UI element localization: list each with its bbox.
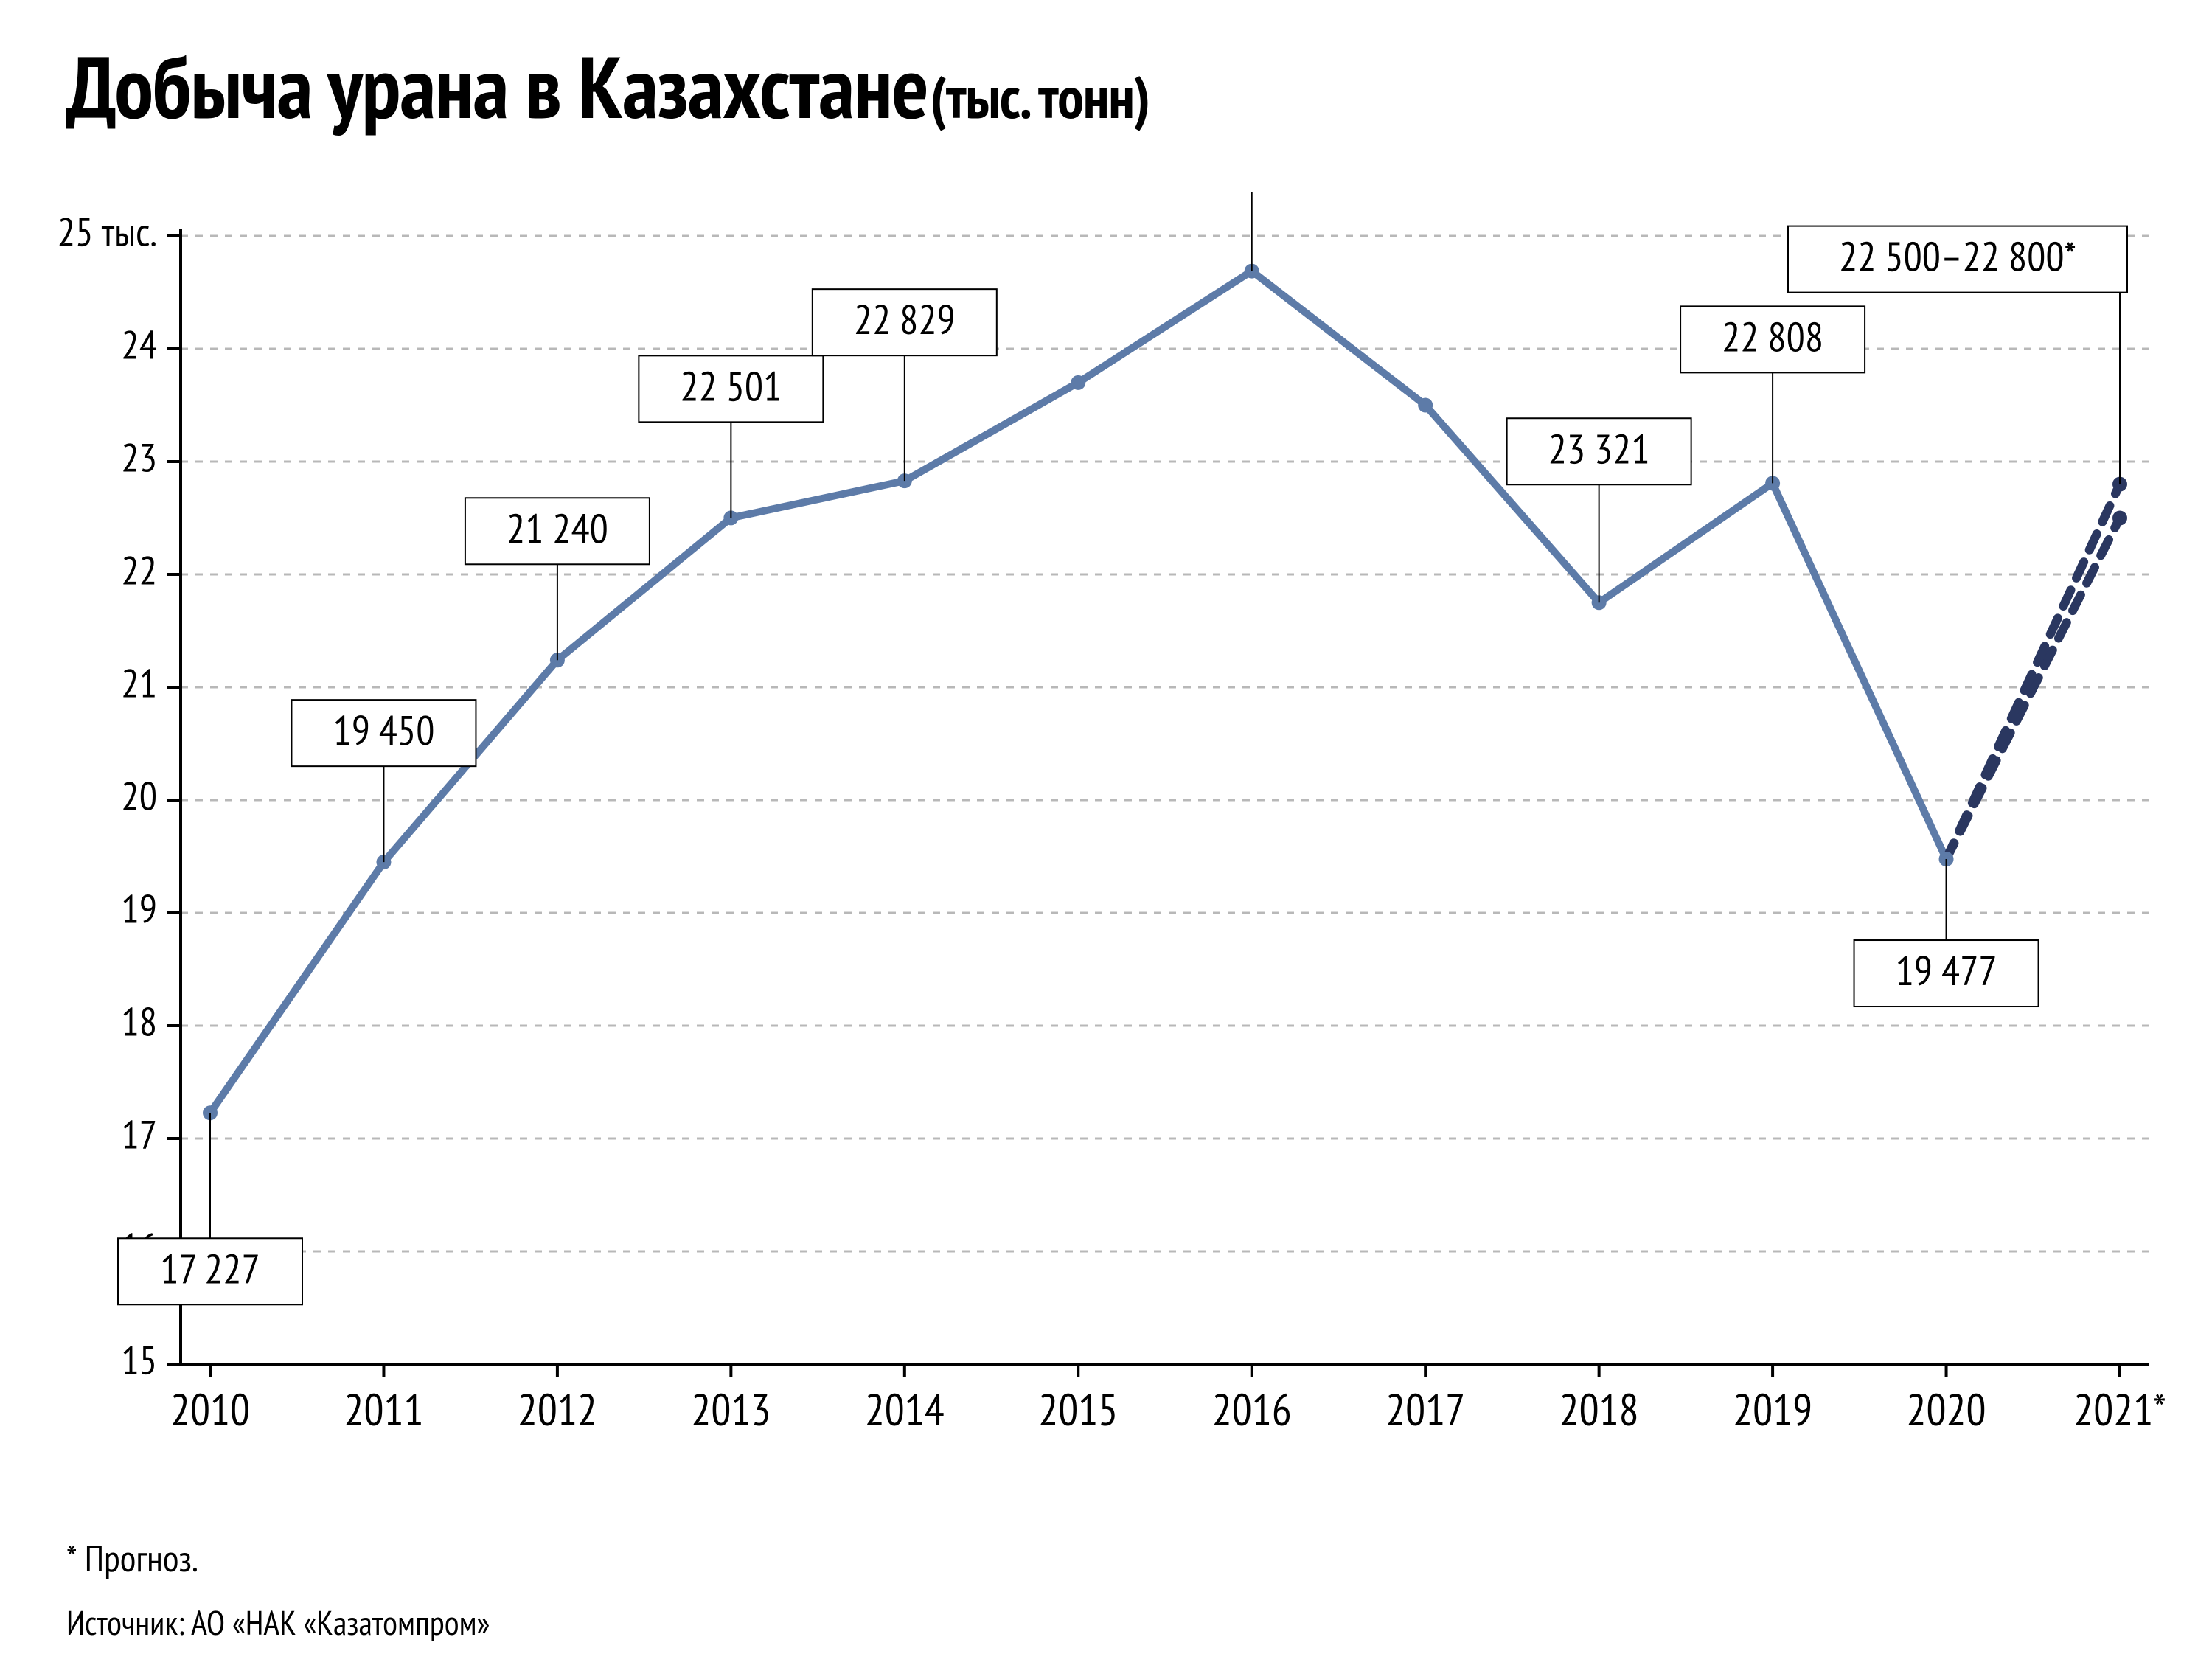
callout-label: 22 501 <box>680 359 782 412</box>
y-tick-label: 18 <box>121 995 157 1047</box>
forecast-marker <box>2112 511 2127 526</box>
data-line <box>210 271 1947 1113</box>
callout-label: 19 477 <box>1896 944 1997 997</box>
chart-area: 1516171819202122232425 тыс.2010201120122… <box>44 192 2168 1475</box>
x-tick-label: 2014 <box>865 1380 945 1438</box>
callout-label: 21 240 <box>507 501 608 555</box>
y-tick-label: 20 <box>121 770 157 821</box>
data-marker <box>1071 375 1085 390</box>
y-tick-label: 25 тыс. <box>58 206 157 257</box>
callout-label: 19 450 <box>333 703 435 757</box>
y-tick-label: 19 <box>121 883 157 934</box>
y-tick-label: 23 <box>121 431 157 483</box>
y-tick-label: 17 <box>121 1108 157 1160</box>
y-tick-label: 24 <box>121 319 157 370</box>
chart-title-main: Добыча урана в Казахстане <box>66 29 928 142</box>
data-marker <box>1418 398 1433 413</box>
x-tick-label: 2011 <box>344 1380 423 1438</box>
callout-label: 17 227 <box>160 1242 260 1295</box>
x-tick-label: 2019 <box>1733 1380 1812 1438</box>
x-tick-label: 2017 <box>1385 1380 1465 1438</box>
chart-title-sub: (тыс. тонн) <box>930 59 1150 135</box>
footnote-source: Источник: АО «НАК «Казатомпром» <box>66 1600 490 1644</box>
x-tick-label: 2021* <box>2073 1380 2166 1438</box>
x-tick-label: 2020 <box>1907 1380 1986 1438</box>
x-tick-label: 2010 <box>170 1380 250 1438</box>
callout-label: 22 500–22 800* <box>1839 230 2076 283</box>
forecast-line <box>1947 484 2120 859</box>
page: Добыча урана в Казахстане (тыс. тонн) 15… <box>0 0 2212 1665</box>
callout-label: 22 808 <box>1722 310 1823 363</box>
y-tick-label: 21 <box>121 657 157 709</box>
chart-title: Добыча урана в Казахстане (тыс. тонн) <box>66 29 1150 142</box>
callout-label: 23 321 <box>1548 422 1650 475</box>
y-tick-label: 15 <box>121 1334 157 1386</box>
x-tick-label: 2016 <box>1212 1380 1292 1438</box>
callout-label: 22 829 <box>854 293 956 346</box>
x-tick-label: 2018 <box>1559 1380 1639 1438</box>
y-tick-label: 22 <box>121 544 157 596</box>
x-tick-label: 2013 <box>691 1380 771 1438</box>
forecast-line <box>1947 518 2120 860</box>
line-chart: 1516171819202122232425 тыс.2010201120122… <box>44 192 2168 1475</box>
x-tick-label: 2015 <box>1038 1380 1118 1438</box>
x-tick-label: 2012 <box>518 1380 597 1438</box>
footnote-forecast: * Прогноз. <box>66 1534 198 1582</box>
